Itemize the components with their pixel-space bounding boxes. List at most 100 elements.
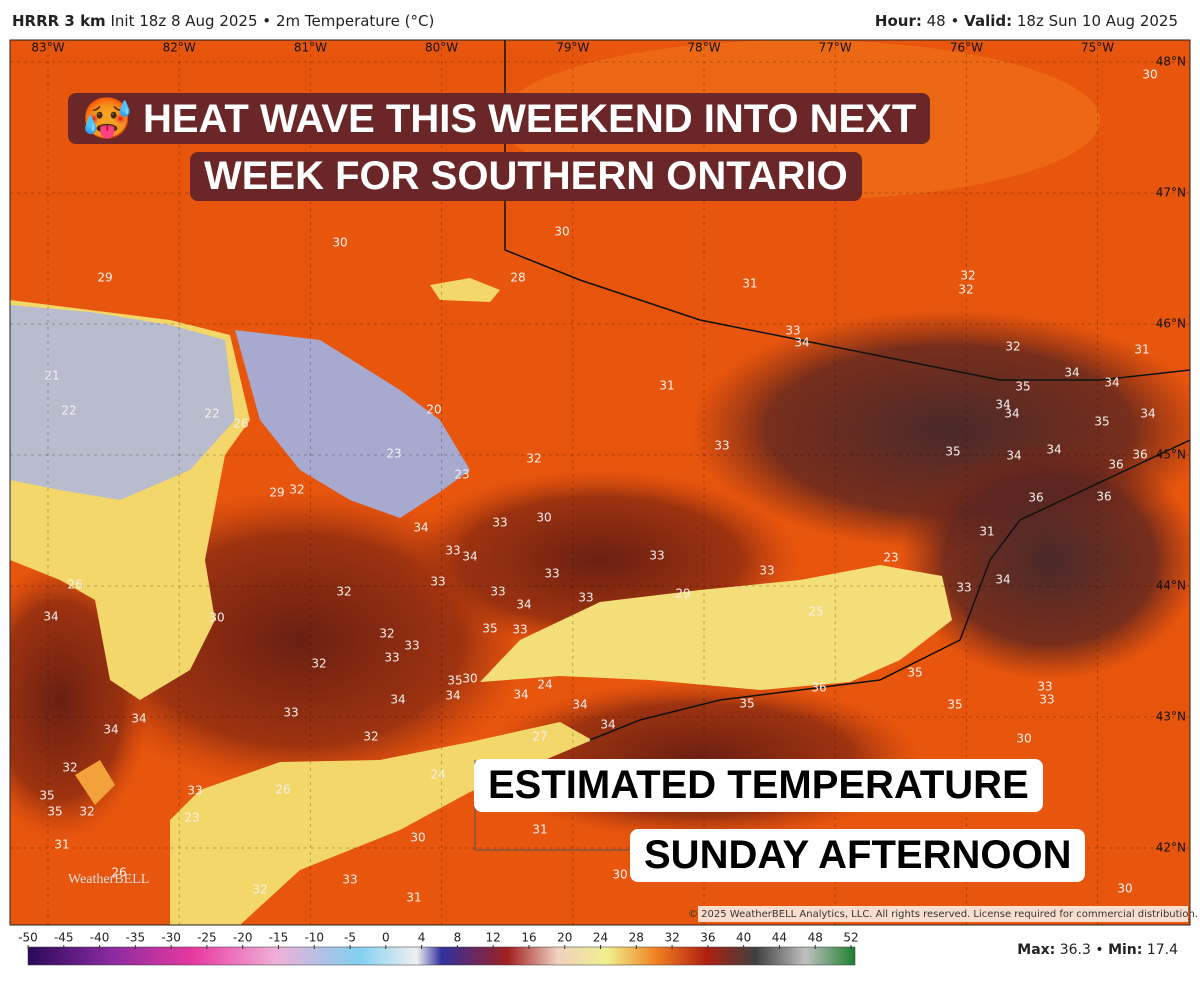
lake-nipissing xyxy=(430,278,500,302)
temperature-label: 26 xyxy=(111,866,126,880)
lake-ontario xyxy=(480,565,952,690)
temperature-label: 21 xyxy=(44,369,59,383)
longitude-label: 81°W xyxy=(294,41,327,55)
headline-text: HEAT WAVE THIS WEEKEND INTO NEXT xyxy=(142,97,917,141)
temperature-label: 34 xyxy=(1006,449,1021,463)
temperature-label: 36 xyxy=(1028,491,1043,505)
temperature-label: 33 xyxy=(759,564,774,578)
temperature-label: 22 xyxy=(204,407,219,421)
separator: • xyxy=(1095,942,1104,958)
temperature-label: 32 xyxy=(311,657,326,671)
colorbar-label: -30 xyxy=(161,931,181,945)
temperature-label: 34 xyxy=(516,598,531,612)
temperature-label: 26 xyxy=(67,578,82,592)
temperature-label: 24 xyxy=(537,678,552,692)
colorbar-label: 40 xyxy=(736,931,751,945)
temperature-label: 33 xyxy=(1039,693,1054,707)
temperature-label: 30 xyxy=(209,611,224,625)
temperature-label: 30 xyxy=(612,868,627,882)
colorbar-label: 32 xyxy=(664,931,679,945)
emoji: 🥵 xyxy=(82,97,132,141)
temperature-label: 36 xyxy=(1108,458,1123,472)
colorbar-label: 36 xyxy=(700,931,715,945)
temperature-label: 30 xyxy=(536,511,551,525)
colorbar-label: 0 xyxy=(382,931,390,945)
temperature-label: 30 xyxy=(1142,68,1157,82)
hour-label: Hour: xyxy=(874,12,922,30)
temperature-label: 34 xyxy=(1004,407,1019,421)
border xyxy=(504,40,1190,381)
colorbar-label: -5 xyxy=(344,931,356,945)
temperature-label: 32 xyxy=(958,283,973,297)
temperature-label: 35 xyxy=(947,698,962,712)
temperature-label: 31 xyxy=(532,823,547,837)
copyright-bg xyxy=(698,906,1188,922)
temperature-label: 33 xyxy=(384,651,399,665)
colorbar-label: -25 xyxy=(197,931,217,945)
temperature-label: 26 xyxy=(275,783,290,797)
temperature-label: 32 xyxy=(526,452,541,466)
colorbar-label: 28 xyxy=(629,931,644,945)
temperature-label: 33 xyxy=(544,567,559,581)
temperature-label: 30 xyxy=(332,236,347,250)
temperature-label: 23 xyxy=(184,811,199,825)
temperature-label: 34 xyxy=(1064,366,1079,380)
colorbar-label: 48 xyxy=(808,931,823,945)
headline-2: WEEK FOR SOUTHERN ONTARIO xyxy=(190,152,862,201)
temperature-label: 26 xyxy=(233,417,248,431)
temperature-label: 33 xyxy=(445,544,460,558)
footer: Max: 36.3 • Min: 17.4 xyxy=(1017,942,1178,958)
colorbar xyxy=(27,946,856,966)
georgian-bay xyxy=(235,330,470,518)
temperature-label: 34 xyxy=(462,550,477,564)
temperature-label: 35 xyxy=(447,674,462,688)
longitude-label: 75°W xyxy=(1081,41,1114,55)
temperature-label: 34 xyxy=(995,398,1010,412)
latitude-label: 47°N xyxy=(1156,186,1186,200)
temperature-label: 32 xyxy=(336,585,351,599)
header-right: Hour: 48 • Valid: 18z Sun 10 Aug 2025 xyxy=(875,12,1178,30)
longitude-label: 78°W xyxy=(687,41,720,55)
temperature-label: 28 xyxy=(510,271,525,285)
temperature-label: 31 xyxy=(54,838,69,852)
longitude-label: 76°W xyxy=(950,41,983,55)
temperature-label: 35 xyxy=(482,622,497,636)
colorbar-ticks: -50 -45 -40 -35 -30 -25 -20 -15 -10 -5 0 4 8 12 16 20 24… xyxy=(18,931,859,949)
temperature-label: 32 xyxy=(379,627,394,641)
colorbar-label: -45 xyxy=(54,931,74,945)
temperature-label: 33 xyxy=(187,784,202,798)
temperature-label: 36 xyxy=(1096,490,1111,504)
temperature-label: 23 xyxy=(883,551,898,565)
temperature-label: 33 xyxy=(283,706,298,720)
valid-time: 18z Sun 10 Aug 2025 xyxy=(1016,12,1178,30)
max: 36.3 xyxy=(1059,942,1091,958)
temperature-label: 32 xyxy=(363,730,378,744)
colorbar-label: 24 xyxy=(593,931,608,945)
colorbar-label: 20 xyxy=(557,931,572,945)
temperature-label: 32 xyxy=(62,761,77,775)
latitude-label: 44°N xyxy=(1156,579,1186,593)
temperature-label: 33 xyxy=(956,581,971,595)
logo: WeatherBELL xyxy=(68,872,149,887)
temperature-label: 33 xyxy=(714,439,729,453)
temperature-label: 35 xyxy=(739,697,754,711)
temperature-label: 35 xyxy=(1015,380,1030,394)
temperature-label: 27 xyxy=(532,730,547,744)
colorbar-label: 52 xyxy=(843,931,858,945)
colorbar-label: 44 xyxy=(772,931,787,945)
colorbar-label: 4 xyxy=(418,931,426,945)
colorbar-label: -10 xyxy=(304,931,324,945)
temperature-label: 33 xyxy=(430,575,445,589)
colorbar-label: -40 xyxy=(90,931,110,945)
temperature-label: 29 xyxy=(269,486,284,500)
temperature-label: 34 xyxy=(1046,443,1061,457)
temperature-label: 35 xyxy=(1094,415,1109,429)
temperature-label: 29 xyxy=(97,271,112,285)
temperature-label: 20 xyxy=(426,403,441,417)
temperature-label: 31 xyxy=(742,277,757,291)
temperature-label: 34 xyxy=(390,693,405,707)
temperature-label: 33 xyxy=(578,591,593,605)
temperature-label: 29 xyxy=(675,587,690,601)
latitude-label: 46°N xyxy=(1156,317,1186,331)
